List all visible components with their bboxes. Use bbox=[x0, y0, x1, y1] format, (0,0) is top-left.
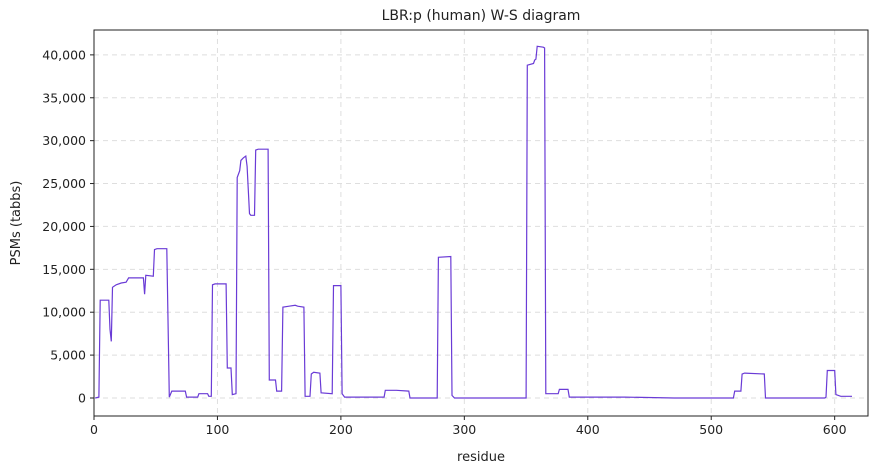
plot-frame bbox=[93, 29, 869, 417]
y-tick-label: 20,000 bbox=[42, 219, 86, 234]
x-tick-label: 400 bbox=[576, 422, 600, 437]
x-tick-label: 600 bbox=[823, 422, 847, 437]
chart-title: LBR:p (human) W-S diagram bbox=[382, 8, 581, 24]
data-line bbox=[95, 45, 852, 399]
y-tick-label: 40,000 bbox=[42, 47, 86, 62]
x-tick-label: 200 bbox=[329, 422, 353, 437]
y-tick-label: 30,000 bbox=[42, 133, 86, 148]
x-tick-label: 500 bbox=[699, 422, 723, 437]
x-tick-label: 300 bbox=[452, 422, 476, 437]
y-tick-label: 10,000 bbox=[42, 305, 86, 320]
y-tick-label: 35,000 bbox=[42, 90, 86, 105]
y-tick-label: 25,000 bbox=[42, 176, 86, 191]
y-tick-label: 5,000 bbox=[50, 348, 86, 363]
y-tick-label: 15,000 bbox=[42, 262, 86, 277]
y-axis-label: PSMs (tabbs) bbox=[9, 181, 24, 266]
x-axis-label: residue bbox=[457, 450, 505, 465]
x-tick-label: 0 bbox=[90, 422, 98, 437]
x-tick-label: 100 bbox=[206, 422, 230, 437]
y-tick-label: 0 bbox=[78, 390, 86, 405]
